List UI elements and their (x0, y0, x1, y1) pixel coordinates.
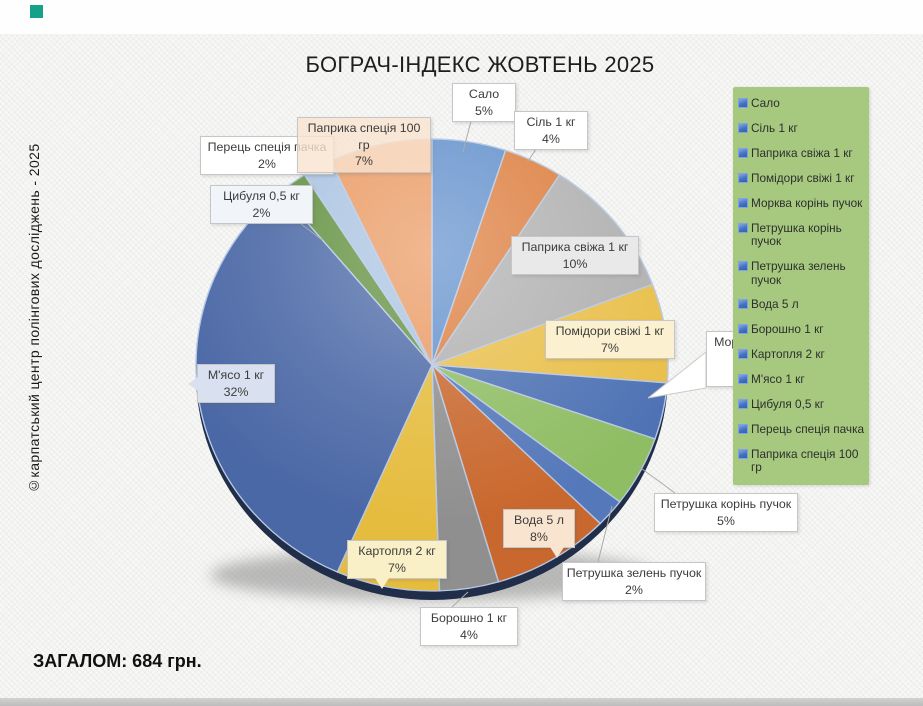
legend-item-label: Картопля 2 кг (751, 347, 825, 362)
legend-item-label: М'ясо 1 кг (751, 372, 805, 387)
legend-item-label: Сало (751, 96, 780, 110)
legend-marker-icon (738, 399, 748, 410)
legend-item: Петрушка корінь пучок (738, 220, 865, 249)
legend-marker-icon (738, 197, 748, 208)
legend-marker-icon (738, 349, 748, 360)
legend-item-label: Помідори свіжі 1 кг (751, 170, 855, 185)
corner-mark (30, 5, 43, 18)
legend-item-label: Паприка спеція 100 гр (751, 446, 859, 475)
legend-item: Сіль 1 кг (738, 120, 865, 136)
legend-item: Паприка свіжа 1 кг (738, 145, 865, 161)
legend-marker-icon (738, 374, 748, 385)
copyright-vertical-text: ©карпатський центр полінгових досліджень… (26, 143, 42, 495)
legend-item-label: Борошно 1 кг (751, 322, 824, 337)
legend-marker-icon (738, 122, 748, 133)
legend-item-label: Сіль 1 кг (751, 120, 798, 135)
legend-marker-icon (738, 448, 748, 459)
legend-item: Перець спеція пачка (738, 423, 865, 437)
legend-item-label: Паприка свіжа 1 кг (751, 145, 853, 160)
legend-item: Цибуля 0,5 кг (738, 398, 865, 412)
legend-item: Морква корінь пучок (738, 195, 865, 211)
legend-item-label: Петрушка корінь пучок (751, 220, 842, 249)
legend-item: Петрушка зелень пучок (738, 259, 865, 287)
legend-item: Картопля 2 кг (738, 348, 865, 362)
legend-item-label: Морква корінь пучок (751, 195, 863, 210)
chart-legend: Сало Сіль 1 кг Паприка свіжа 1 кг Помідори … (733, 87, 869, 485)
total-text: ЗАГАЛОМ: 684 грн. (33, 651, 202, 671)
legend-marker-icon (738, 172, 748, 183)
chart-title: БОГРАЧ-ІНДЕКС ЖОВТЕНЬ 2025 (305, 52, 655, 77)
legend-item: Помідори свіжі 1 кг (738, 170, 865, 186)
legend-item: Сало (738, 96, 865, 111)
legend-item-label: Перець спеція пачка (751, 422, 865, 437)
legend-item-label: Цибуля 0,5 кг (751, 397, 825, 412)
label-leader-line (597, 505, 613, 563)
label-leader-line (526, 148, 537, 164)
legend-marker-icon (738, 324, 748, 335)
legend-item: М'ясо 1 кг (738, 373, 865, 387)
label-leader-line (637, 465, 676, 494)
legend-marker-icon (738, 98, 748, 108)
legend-item: Борошно 1 кг (738, 323, 865, 337)
bottom-strip (0, 698, 923, 706)
legend-marker-icon (738, 261, 748, 272)
label-leader-line (451, 591, 469, 608)
legend-item-label: Петрушка зелень пучок (751, 259, 846, 287)
legend-marker-icon (738, 147, 748, 158)
legend-item: Паприка спеція 100 гр (738, 446, 865, 475)
legend-item: Вода 5 л (738, 298, 865, 312)
legend-item-label: Вода 5 л (751, 297, 799, 312)
legend-marker-icon (738, 424, 748, 435)
label-leader-line (462, 120, 472, 153)
legend-marker-icon (738, 222, 748, 233)
legend-marker-icon (738, 299, 748, 310)
